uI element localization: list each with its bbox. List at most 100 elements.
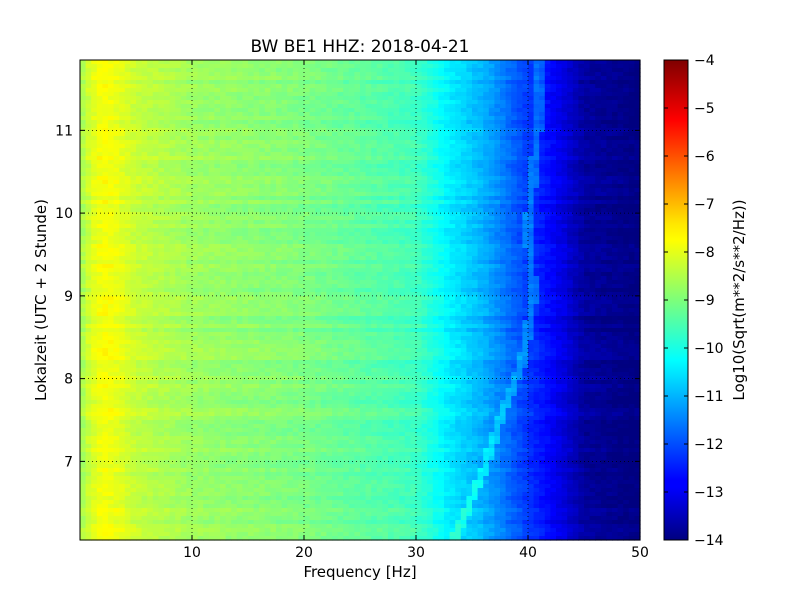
heatmap-cell — [539, 248, 546, 253]
heatmap-cell — [382, 124, 389, 129]
heatmap-cell — [253, 116, 260, 121]
heatmap-cell — [348, 76, 355, 81]
heatmap-cell — [561, 204, 568, 209]
heatmap-cell — [236, 120, 243, 125]
heatmap-cell — [141, 180, 148, 185]
heatmap-cell — [600, 80, 607, 85]
heatmap-cell — [472, 192, 479, 197]
heatmap-cell — [623, 240, 630, 245]
heatmap-cell — [544, 72, 551, 77]
heatmap-cell — [472, 136, 479, 141]
heatmap-cell — [589, 96, 596, 101]
heatmap-cell — [119, 100, 126, 105]
heatmap-cell — [382, 148, 389, 153]
heatmap-cell — [208, 72, 215, 77]
heatmap-cell — [595, 216, 602, 221]
heatmap-cell — [528, 248, 535, 253]
heatmap-cell — [348, 120, 355, 125]
heatmap-cell — [444, 172, 451, 177]
heatmap-cell — [287, 68, 294, 73]
heatmap-cell — [466, 120, 473, 125]
heatmap-cell — [231, 184, 238, 189]
heatmap-cell — [337, 84, 344, 89]
heatmap-cell — [600, 196, 607, 201]
heatmap-cell — [410, 148, 417, 153]
heatmap-cell — [628, 76, 635, 81]
heatmap-cell — [550, 224, 557, 229]
heatmap-cell — [600, 220, 607, 225]
heatmap-cell — [600, 92, 607, 97]
heatmap-cell — [332, 188, 339, 193]
heatmap-cell — [315, 64, 322, 69]
heatmap-cell — [561, 152, 568, 157]
heatmap-cell — [550, 220, 557, 225]
heatmap-cell — [214, 184, 221, 189]
heatmap-cell — [281, 192, 288, 197]
heatmap-cell — [477, 156, 484, 161]
heatmap-cell — [511, 140, 518, 145]
heatmap-cell — [91, 160, 98, 165]
heatmap-cell — [544, 248, 551, 253]
heatmap-cell — [449, 124, 456, 129]
heatmap-cell — [343, 236, 350, 241]
heatmap-cell — [276, 168, 283, 173]
heatmap-cell — [584, 60, 591, 65]
heatmap-cell — [505, 92, 512, 97]
heatmap-cell — [242, 248, 249, 253]
heatmap-cell — [102, 148, 109, 153]
heatmap-cell — [595, 192, 602, 197]
heatmap-cell — [376, 84, 383, 89]
heatmap-cell — [180, 128, 187, 133]
heatmap-cell — [287, 148, 294, 153]
heatmap-cell — [550, 252, 557, 257]
heatmap-cell — [164, 220, 171, 225]
heatmap-cell — [253, 240, 260, 245]
heatmap-cell — [438, 160, 445, 165]
heatmap-cell — [371, 176, 378, 181]
heatmap-cell — [612, 240, 619, 245]
heatmap-cell — [584, 248, 591, 253]
heatmap-cell — [634, 224, 641, 229]
heatmap-cell — [472, 244, 479, 249]
heatmap-cell — [214, 88, 221, 93]
heatmap-cell — [600, 172, 607, 177]
heatmap-cell — [477, 180, 484, 185]
heatmap-cell — [309, 252, 316, 257]
heatmap-cell — [192, 192, 199, 197]
heatmap-cell — [550, 108, 557, 113]
heatmap-cell — [584, 128, 591, 133]
heatmap-cell — [264, 224, 271, 229]
heatmap-cell — [516, 256, 523, 261]
heatmap-cell — [382, 192, 389, 197]
heatmap-cell — [550, 144, 557, 149]
heatmap-cell — [365, 84, 372, 89]
heatmap-cell — [494, 196, 501, 201]
heatmap-cell — [578, 116, 585, 121]
heatmap-cell — [606, 244, 613, 249]
heatmap-cell — [427, 216, 434, 221]
heatmap-cell — [320, 208, 327, 213]
heatmap-cell — [343, 244, 350, 249]
heatmap-cell — [113, 80, 120, 85]
heatmap-cell — [158, 160, 165, 165]
heatmap-cell — [572, 112, 579, 117]
heatmap-cell — [276, 220, 283, 225]
heatmap-cell — [180, 116, 187, 121]
heatmap-cell — [505, 100, 512, 105]
heatmap-cell — [455, 220, 462, 225]
heatmap-cell — [634, 252, 641, 257]
heatmap-cell — [180, 132, 187, 137]
heatmap-cell — [410, 216, 417, 221]
heatmap-cell — [595, 180, 602, 185]
heatmap-cell — [505, 224, 512, 229]
heatmap-cell — [348, 156, 355, 161]
heatmap-cell — [477, 160, 484, 165]
heatmap-cell — [388, 224, 395, 229]
heatmap-cell — [231, 124, 238, 129]
heatmap-cell — [337, 176, 344, 181]
heatmap-cell — [567, 224, 574, 229]
heatmap-cell — [600, 148, 607, 153]
heatmap-cell — [427, 108, 434, 113]
heatmap-cell — [516, 60, 523, 65]
heatmap-cell — [556, 240, 563, 245]
